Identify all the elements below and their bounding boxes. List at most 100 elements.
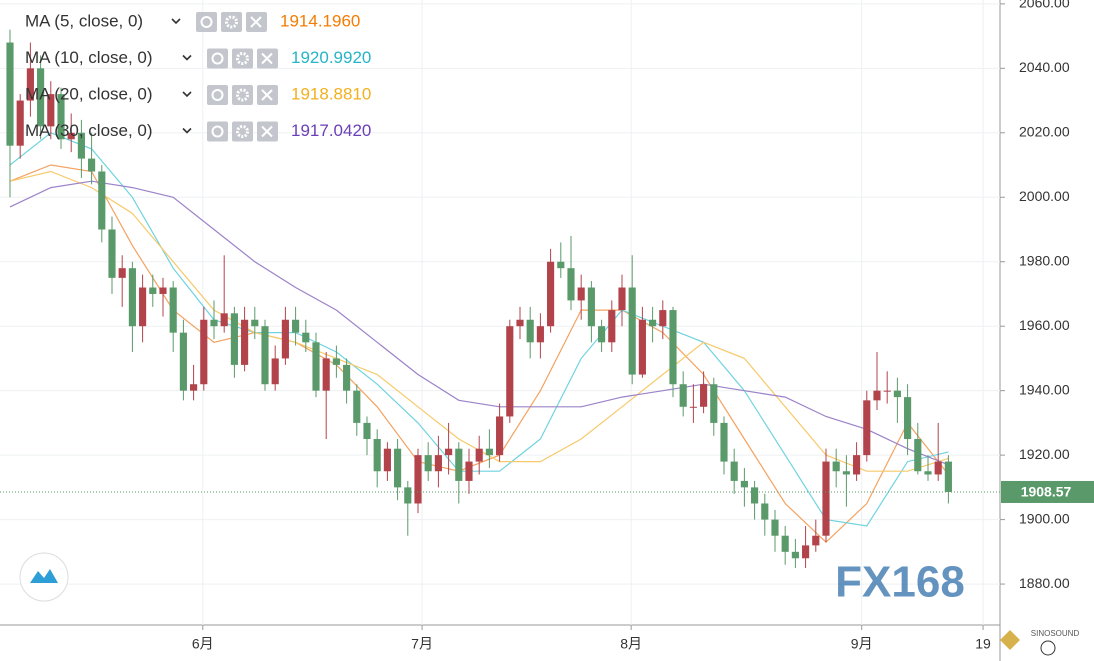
candle-body [445,448,453,456]
candle-body [169,287,177,333]
candle-body [577,287,585,301]
legend-button[interactable] [232,121,253,142]
candle-body [628,287,636,375]
candle-body [944,461,952,492]
legend-button[interactable] [207,121,228,142]
y-tick-label: 2000.00 [1019,188,1070,204]
candle-body [771,519,779,536]
candle-body [730,461,738,481]
x-tick-label: 6月 [192,636,214,652]
brand-text: SINOSOUND [1031,629,1080,638]
candle-body [26,68,34,101]
candle-body [791,551,799,559]
legend-chevron [182,91,192,98]
close-icon [261,125,273,138]
watermark: FX168 [835,558,965,607]
candle-body [98,171,106,230]
candle-body [47,94,55,127]
candle-body [689,406,697,408]
candle-body [424,455,432,472]
eye-icon [200,16,213,28]
candle-body [496,416,504,456]
candle-body [526,319,534,343]
legend-button[interactable] [221,12,242,32]
candle-body [353,390,361,423]
candle-body [57,94,65,140]
candle-body [6,42,14,146]
candle-body [802,545,810,559]
legend-button[interactable] [207,85,228,105]
y-tick-label: 1980.00 [1019,252,1070,268]
y-tick-label: 1880.00 [1019,575,1070,591]
candle-body [710,384,718,423]
brand-logo: SINOSOUND [1000,629,1080,656]
legend-chevron [182,127,192,134]
candle-body [924,471,932,475]
candle-body [669,310,677,385]
legend-button[interactable] [232,48,253,69]
candle-body [557,261,565,269]
candle-body [761,503,769,520]
candle-body [485,448,493,456]
candle-body [812,535,820,546]
y-tick-label: 1920.00 [1019,446,1070,462]
candle-body [598,326,606,343]
candle-body [312,342,320,391]
candle-body [77,132,85,159]
candle-body [37,68,45,127]
legend-name: MA (20, close, 0) [25,84,153,103]
candle-body [383,448,391,472]
candle-body [251,319,259,327]
candle-body [506,326,514,417]
x-tick-label: 7月 [411,636,433,652]
candle-body [271,358,279,385]
candle-body [883,390,891,392]
candle-body [292,319,300,333]
legend-chevron [182,54,192,61]
legend-value: 1920.9920 [291,48,371,67]
candle-body [108,229,116,278]
legend-name: MA (30, close, 0) [25,121,153,140]
gear-icon [225,15,238,29]
candle-body [659,310,667,327]
y-tick-label: 1960.00 [1019,317,1070,333]
legend-button[interactable] [207,48,228,69]
cloud-logo [19,552,69,602]
legend-button[interactable] [232,85,253,105]
legend-value: 1918.8810 [291,84,371,103]
candle-body [608,310,616,343]
candle-body [720,422,728,462]
candle-body [67,132,75,140]
candle-body [842,471,850,475]
candle-body [190,384,198,391]
candle-body [302,332,310,343]
y-tick-label: 1940.00 [1019,381,1070,397]
candle-body [700,384,708,407]
gear-icon [236,52,249,65]
candle-body [281,319,289,359]
candle-body [414,455,422,504]
legend-button[interactable] [196,12,217,32]
candle-body [373,439,381,472]
candle-body [873,390,881,401]
candle-body [822,461,830,536]
candle-body [139,287,147,327]
candle-body [649,319,657,327]
gear-icon [236,125,249,138]
eye-icon [211,89,224,101]
candle-body [781,535,789,552]
y-tick-label: 2060.00 [1019,0,1070,11]
candle-body [587,287,595,327]
candle-body [863,400,871,456]
eye-icon [211,125,224,138]
candle-body [516,319,524,327]
gear-icon [236,88,249,102]
candle-body [465,461,473,481]
candle-body [363,422,371,440]
candle-body [740,480,748,488]
legend: MA (5, close, 0) 1914.1960 MA (10, close, … [25,11,371,142]
candle-body [934,461,942,475]
legend-name: MA (5, close, 0) [25,11,143,30]
candle-body [230,313,238,365]
